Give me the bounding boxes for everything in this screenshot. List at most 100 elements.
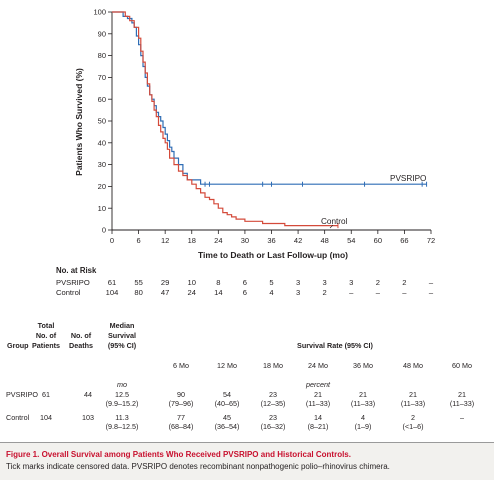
header-median: Survival [108,331,136,340]
at-risk-cell: 6 [242,287,248,297]
row-rate-ci: (<1–6) [402,422,424,431]
row-rate: 54 [223,390,231,399]
chart-marks: PVSRIPO Control [112,11,428,229]
at-risk-cell: 80 [134,287,143,297]
rate-unit: percent [306,380,330,389]
series-label-control: Control [321,217,348,226]
x-tick-label: 72 [427,236,435,245]
header-group: Group [7,341,29,350]
y-tick-label: 100 [93,8,106,17]
row-rate-ci: (11–33) [350,399,376,408]
at-risk-cell: 3 [322,278,327,287]
row-rate-ci: (11–33) [449,399,475,408]
row-median: 12.5 [115,390,129,399]
row-rate: 23 [269,390,277,399]
at-risk-cell: 2 [375,278,380,287]
header-deaths: No. of [70,331,92,340]
row-rate: 77 [177,413,185,422]
at-risk-cell: 3 [349,278,354,287]
at-risk-cell: 47 [160,287,170,297]
series-label-pvsripo: PVSRIPO [390,174,426,183]
y-tick-label: 50 [98,117,106,126]
at-risk-cell: – [428,287,434,297]
x-tick-label: 0 [110,236,114,245]
y-tick-label: 20 [98,182,106,191]
x-tick-label: 60 [374,236,382,245]
row-rate-ci: (40–65) [214,399,240,408]
series-line-control [112,11,338,227]
row-total: 104 [40,413,52,422]
row-rate: 21 [314,390,322,399]
row-group: PVSRIPO [6,390,38,399]
y-tick-label: 30 [98,160,106,169]
row-median: 11.3 [115,413,129,422]
row-group: Control [6,413,30,422]
y-tick-label: 60 [98,95,106,104]
header-median: Median [109,321,135,330]
at-risk-cell: 24 [187,287,196,297]
row-rate: 21 [458,390,466,399]
row-median-ci: (9.9–15.2) [105,399,139,408]
at-risk-cell: 3 [295,278,301,287]
row-rate-ci: (11–33) [400,399,426,408]
row-rate: 2 [411,413,415,422]
row-rate: 90 [177,390,185,399]
header-total: Total [37,321,55,330]
header-survival-rate: Survival Rate (95% CI) [297,341,373,350]
median-unit: mo [117,380,127,389]
x-tick-label: 18 [188,236,196,245]
at-risk-cell: 2 [322,287,327,297]
row-rate-ci: (36–54) [214,422,240,431]
caption-title: Figure 1. Overall Survival among Patient… [6,450,351,459]
y-tick-label: 10 [98,204,106,213]
row-rate: 45 [223,413,231,422]
km-chart: 0 10 20 30 40 50 60 70 80 90 100 0 6 12 18 24 30 36 42 48 54… [74,8,435,260]
x-tick-label: 48 [320,236,328,245]
x-tick-label: 42 [294,236,302,245]
row-rate-ci: (8–21) [307,422,329,431]
x-tick-label: 66 [400,236,408,245]
at-risk-cell: 6 [242,278,248,287]
at-risk-cell: 8 [216,278,221,287]
row-rate: 23 [269,413,277,422]
header-timepoint: 12 Mo [217,361,237,370]
x-tick-label: 36 [267,236,275,245]
at-risk-cell: 14 [214,287,223,297]
at-risk-cell: – [402,287,407,297]
row-rate-ci: (12–35) [260,399,286,408]
x-tick-label: 30 [241,236,249,245]
at-risk-cell: 104 [105,287,119,297]
header-median: (95% CI) [107,341,137,350]
at-risk-row-label: PVSRIPO [56,278,90,287]
y-tick-label: 0 [102,226,106,235]
header-timepoint: 48 Mo [403,361,423,370]
at-risk-cell: 4 [269,287,274,297]
header-timepoint: 18 Mo [263,361,283,370]
y-tick-label: 90 [98,29,106,38]
header-timepoint: 36 Mo [353,361,373,370]
row-rate: 14 [314,413,322,422]
at-risk-cell: 2 [402,278,407,287]
at-risk-cell: 3 [295,287,301,297]
header-total: No. of [35,331,57,340]
header-timepoint: 24 Mo [308,361,328,370]
at-risk-cell: 10 [187,278,196,287]
at-risk-cell: – [349,287,354,297]
at-risk-cell: 5 [269,278,274,287]
x-tick-label: 12 [161,236,169,245]
series-label-leader [329,224,334,229]
row-rate: 4 [361,413,365,422]
series-line-pvsripo [112,11,427,185]
at-risk-cell: – [375,287,380,297]
row-rate-ci: (68–84) [168,422,194,431]
x-tick-label: 6 [136,236,140,245]
at-risk-cell: – [428,278,434,287]
row-deaths: 44 [84,390,92,399]
header-total: Patients [32,341,60,350]
at-risk-row-label: Control [56,287,81,297]
row-rate-ci: (1–9) [354,422,372,431]
y-axis-label: Patients Who Survived (%) [74,68,84,176]
header-timepoint: 60 Mo [452,361,472,370]
chart-axes: 0 10 20 30 40 50 60 70 80 90 100 0 6 12 18 24 30 36 42 48 54… [93,8,435,245]
